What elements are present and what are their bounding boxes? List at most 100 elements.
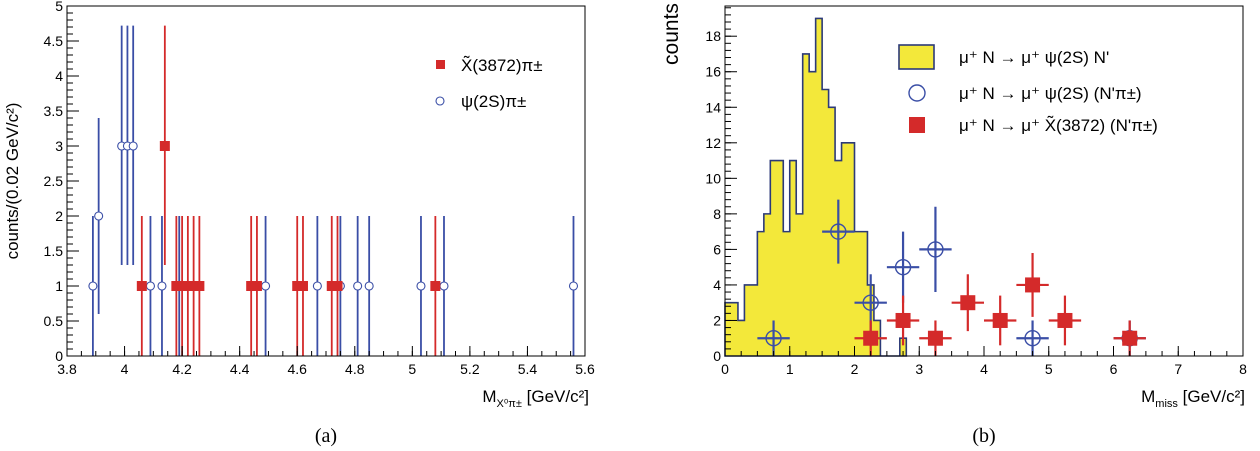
x-tick-label: 3.8 xyxy=(57,361,77,377)
legend-label-x3872-npi: μ⁺ N → μ⁺ X̃(3872) (N'π±) xyxy=(959,115,1158,135)
y-tick-label: 5 xyxy=(55,0,63,14)
y-tick-label: 8 xyxy=(713,206,721,222)
legend-marker-psi2s xyxy=(435,96,445,106)
panel-b-marks xyxy=(724,17,1146,357)
psi2s-point xyxy=(439,281,449,291)
x-tick-label: 8 xyxy=(1239,361,1247,377)
x3872-point xyxy=(171,281,182,291)
panel-b-xlabel: Mmiss [GeV/c²] xyxy=(1141,387,1245,410)
psi2s-histogram xyxy=(724,17,908,357)
y-tick-label: 4 xyxy=(55,68,63,84)
panel-b-legend: μ⁺ N → μ⁺ ψ(2S) N' μ⁺ N → μ⁺ ψ(2S) (N'π±)… xyxy=(898,44,1158,135)
x-tick-label: 3 xyxy=(915,361,923,377)
panel-a-marks xyxy=(88,25,579,356)
psi2s-point xyxy=(353,281,363,291)
x-tick-label: 4.4 xyxy=(230,361,250,377)
panel-a-xlabel: MX⁰π± [GeV/c²] xyxy=(482,387,589,410)
psi2s-npi-point xyxy=(830,223,847,240)
y-tick-label: 16 xyxy=(705,64,721,80)
panel-a-xlabel-main: M xyxy=(482,387,496,406)
y-tick-label: 1.5 xyxy=(44,243,64,259)
x-tick-label: 2 xyxy=(851,361,859,377)
y-tick-label: 12 xyxy=(705,135,721,151)
psi2s-point xyxy=(261,281,271,291)
panel-a-legend: X̃(3872)π± ψ(2S)π± xyxy=(435,55,543,111)
legend-label-psi2s-npi: μ⁺ N → μ⁺ ψ(2S) (N'π±) xyxy=(959,84,1142,103)
x3872-point xyxy=(194,281,205,291)
x3872-npi-point xyxy=(960,295,976,311)
x3872-point xyxy=(251,281,262,291)
x-tick-label: 5.4 xyxy=(518,361,538,377)
y-tick-label: 3.5 xyxy=(44,103,64,119)
x-tick-label: 1 xyxy=(786,361,794,377)
psi2s-point xyxy=(145,281,156,291)
x-tick-label: 0 xyxy=(721,361,729,377)
x3872-npi-point xyxy=(895,312,911,328)
x-tick-label: 7 xyxy=(1174,361,1182,377)
panel-b-ylabel: counts xyxy=(660,3,683,65)
x3872-npi-point xyxy=(992,312,1008,328)
y-tick-label: 4.5 xyxy=(44,33,64,49)
x3872-point xyxy=(246,281,257,291)
psi2s-npi-point xyxy=(765,330,782,347)
psi2s-point xyxy=(568,281,579,291)
x3872-npi-point xyxy=(927,330,943,346)
legend-label-x3872: X̃(3872)π± xyxy=(461,55,543,75)
panel-a-caption: (a) xyxy=(315,425,337,447)
legend-marker-psi2s-npi xyxy=(908,84,926,102)
x-tick-label: 6 xyxy=(1110,361,1118,377)
psi2s-npi-point xyxy=(894,258,912,276)
x-tick-label: 5.2 xyxy=(460,361,480,377)
x-tick-label: 5 xyxy=(1045,361,1053,377)
panel-a-xlabel-unit: [GeV/c²] xyxy=(527,387,589,406)
x-tick-label: 4 xyxy=(121,361,129,377)
x-tick-label: 4.8 xyxy=(345,361,365,377)
x-tick-label: 4 xyxy=(980,361,988,377)
y-tick-label: 2 xyxy=(713,312,721,328)
panel-a: 3.8 4 4.2 4.4 4.6 4.8 5 5.2 5.4 5.6 0 0.5 1 1.5 2 2.5 3 3… xyxy=(3,0,595,447)
x3872-point xyxy=(136,281,147,291)
y-tick-label: 6 xyxy=(713,241,721,257)
psi2s-point xyxy=(94,211,104,221)
x3872-npi-point xyxy=(1122,330,1138,346)
y-tick-label: 0.5 xyxy=(44,313,64,329)
x3872-point xyxy=(177,281,188,291)
psi2s-point xyxy=(157,281,167,291)
y-tick-label: 0 xyxy=(55,348,63,364)
psi2s-npi-point xyxy=(862,294,879,311)
psi2s-point xyxy=(312,281,322,291)
legend-marker-x3872 xyxy=(436,60,445,69)
x3872-point xyxy=(326,281,337,291)
x3872-npi-point xyxy=(863,330,879,346)
x3872-npi-point xyxy=(1025,277,1041,293)
x3872-point xyxy=(188,281,199,291)
x-tick-label: 4.6 xyxy=(287,361,307,377)
psi2s-npi-point xyxy=(1024,330,1041,347)
y-tick-label: 3 xyxy=(55,138,63,154)
legend-swatch-histogram xyxy=(898,44,935,70)
panel-a-xlabel-sub: X⁰π± xyxy=(497,398,522,410)
panel-a-axes: 3.8 4 4.2 4.4 4.6 4.8 5 5.2 5.4 5.6 0 0.5 1 1.5 2 2.5 3 3… xyxy=(44,0,595,377)
y-tick-label: 2.5 xyxy=(44,173,64,189)
legend-label-psi2s: ψ(2S)π± xyxy=(461,92,526,111)
x3872-npi-point xyxy=(1057,312,1073,328)
panel-b-xlabel-main: M xyxy=(1141,387,1155,406)
psi2s-point xyxy=(364,281,374,291)
legend-label-histogram: μ⁺ N → μ⁺ ψ(2S) N' xyxy=(959,48,1109,67)
y-tick-label: 14 xyxy=(705,99,721,115)
x3872-point xyxy=(297,281,308,291)
y-tick-label: 4 xyxy=(713,277,721,293)
y-tick-label: 0 xyxy=(713,348,721,364)
x-tick-label: 4.2 xyxy=(172,361,192,377)
y-tick-label: 1 xyxy=(55,278,63,294)
x3872-point xyxy=(159,141,170,151)
x-tick-label: 5 xyxy=(408,361,416,377)
legend-marker-x3872-npi xyxy=(909,117,925,133)
psi2s-point xyxy=(128,141,138,151)
psi2s-point xyxy=(416,281,426,291)
x3872-point xyxy=(430,281,441,291)
y-tick-label: 10 xyxy=(705,170,721,186)
